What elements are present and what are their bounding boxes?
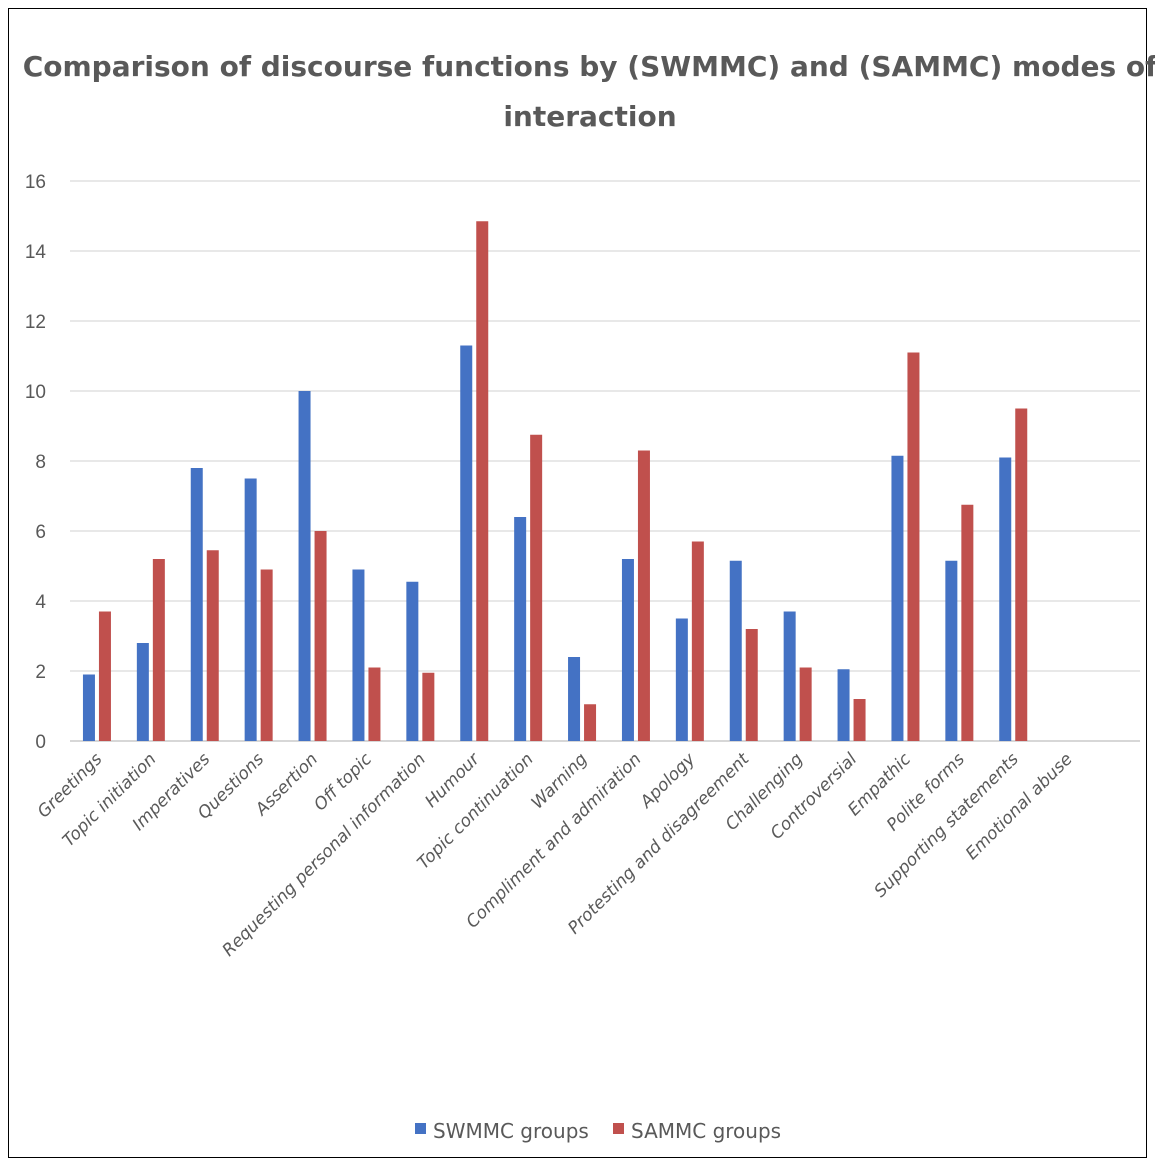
y-tick-label: 10 — [25, 382, 46, 403]
bar-swmmc — [999, 457, 1012, 741]
gridlines — [70, 180, 1140, 742]
y-axis-ticks: 0 2 4 6 8 10 12 14 16 — [25, 172, 47, 753]
bar-swmmc — [136, 643, 149, 741]
bar-swmmc — [514, 517, 527, 741]
y-tick-label: 8 — [35, 452, 46, 473]
bar-swmmc — [244, 478, 257, 741]
bar-sammc — [691, 541, 704, 741]
bar-sammc — [637, 450, 650, 741]
y-tick-label: 14 — [25, 242, 47, 263]
bar-sammc — [530, 434, 543, 741]
bar-sammc — [799, 667, 812, 741]
bar-sammc — [1015, 408, 1028, 741]
bar-sammc — [745, 629, 758, 741]
y-tick-label: 2 — [35, 662, 46, 683]
bar-sammc — [260, 569, 273, 741]
bar-swmmc — [621, 559, 634, 741]
bar-sammc — [961, 504, 974, 741]
bar-swmmc — [298, 391, 311, 741]
bar-sammc — [368, 667, 381, 741]
bar-swmmc — [675, 618, 688, 741]
bar-sammc — [98, 611, 111, 741]
bar-swmmc — [837, 669, 850, 741]
bar-sammc — [314, 531, 327, 741]
bar-swmmc — [352, 569, 365, 741]
legend-label: SWMMC groups — [433, 1119, 589, 1143]
bar-swmmc — [82, 674, 95, 741]
bar-sammc — [206, 550, 219, 741]
bar-sammc — [152, 559, 165, 741]
x-category-label: Topic initiation — [59, 749, 161, 851]
chart-title-line-2: interaction — [503, 100, 676, 133]
bar-sammc — [584, 704, 597, 741]
bars — [82, 221, 1028, 741]
bar-swmmc — [945, 560, 958, 741]
legend: SWMMC groups SAMMC groups — [415, 1119, 781, 1143]
bar-sammc — [476, 221, 489, 741]
y-tick-label: 4 — [35, 592, 46, 613]
bar-swmmc — [568, 657, 581, 741]
legend-label: SAMMC groups — [631, 1119, 781, 1143]
bar-swmmc — [891, 455, 904, 741]
y-tick-label: 0 — [35, 732, 46, 753]
bar-sammc — [422, 672, 435, 741]
chart-title-line-1: Comparison of discourse functions by (SW… — [23, 50, 1155, 83]
bar-swmmc — [460, 345, 473, 741]
legend-swatch — [415, 1123, 426, 1134]
bar-swmmc — [729, 560, 742, 741]
bar-swmmc — [190, 468, 203, 741]
y-tick-label: 6 — [35, 522, 46, 543]
legend-swatch — [613, 1123, 624, 1134]
bar-sammc — [853, 699, 866, 741]
y-tick-label: 16 — [25, 172, 46, 193]
bar-swmmc — [783, 611, 796, 741]
y-tick-label: 12 — [25, 312, 46, 333]
bar-swmmc — [406, 581, 419, 741]
bar-sammc — [907, 352, 920, 741]
